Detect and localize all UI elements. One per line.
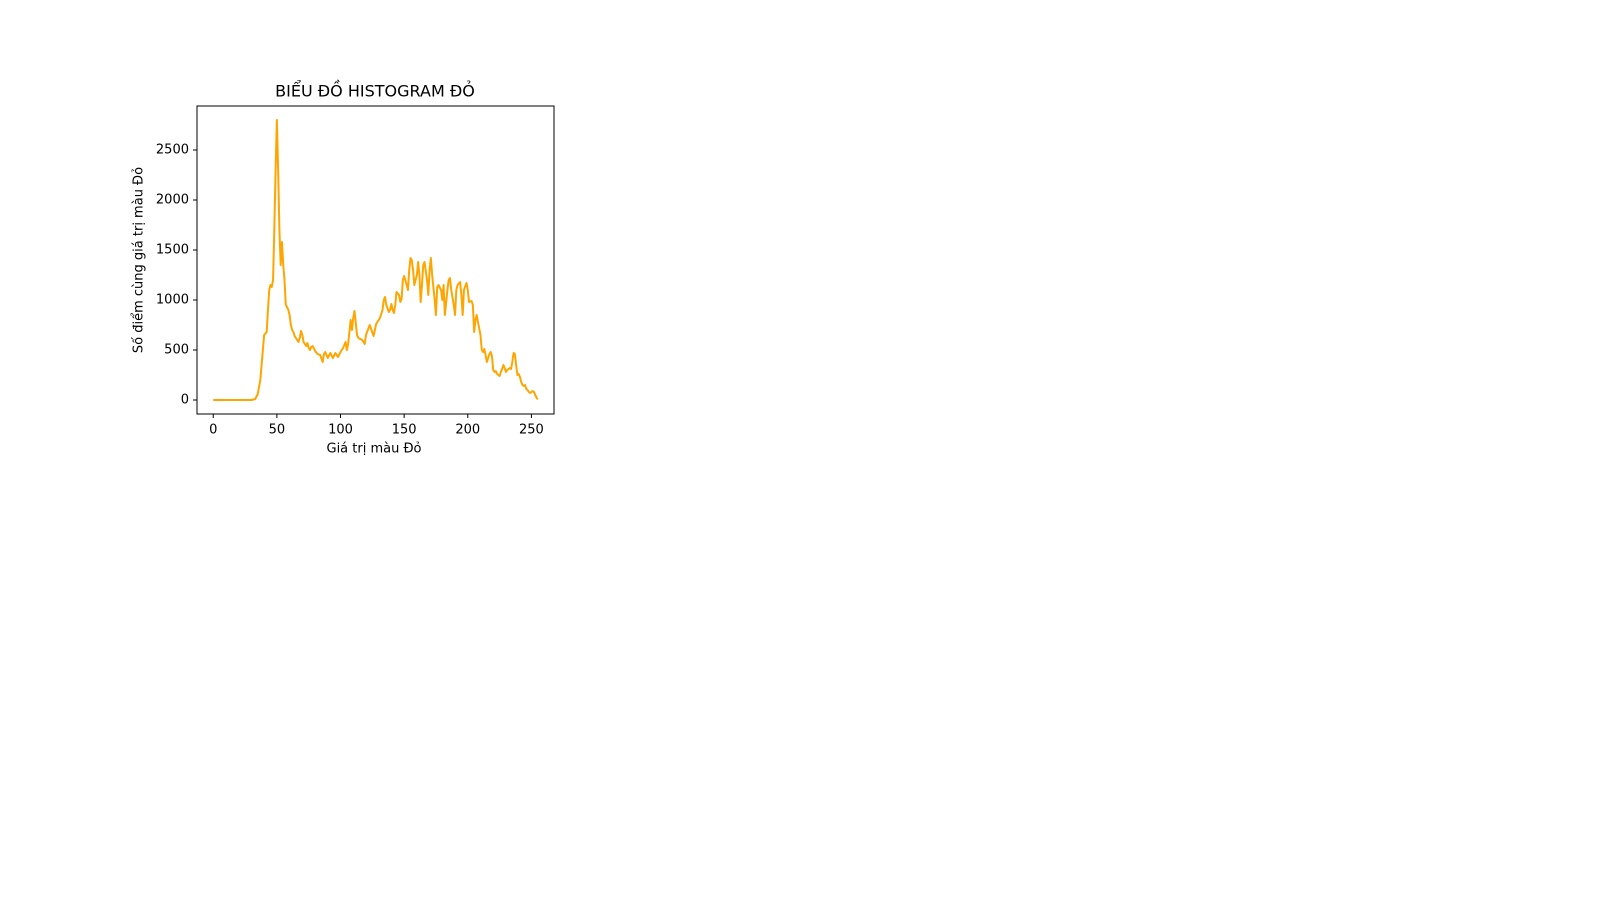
x-tick-label: 200: [455, 423, 480, 438]
y-tick-label: 1500: [156, 243, 189, 258]
y-tick-label: 0: [181, 393, 189, 408]
x-tick-label: 150: [392, 423, 417, 438]
chart-title: BIỂU ĐỒ HISTOGRAM ĐỎ: [275, 80, 475, 101]
x-tick-label: 100: [328, 423, 353, 438]
x-axis-label: Giá trị màu Đỏ: [327, 442, 422, 457]
x-tick-label: 250: [519, 423, 544, 438]
plot-frame: [196, 105, 555, 415]
y-tick-label: 500: [164, 343, 189, 358]
x-tick-label: 0: [209, 423, 217, 438]
y-tick-label: 2000: [156, 193, 189, 208]
x-tick-label: 50: [269, 423, 286, 438]
y-axis-label: Số điểm cùng giá trị màu Đỏ: [132, 167, 147, 353]
data-line: [213, 119, 539, 401]
y-tick-label: 1000: [156, 293, 189, 308]
y-tick-label: 2500: [156, 143, 189, 158]
